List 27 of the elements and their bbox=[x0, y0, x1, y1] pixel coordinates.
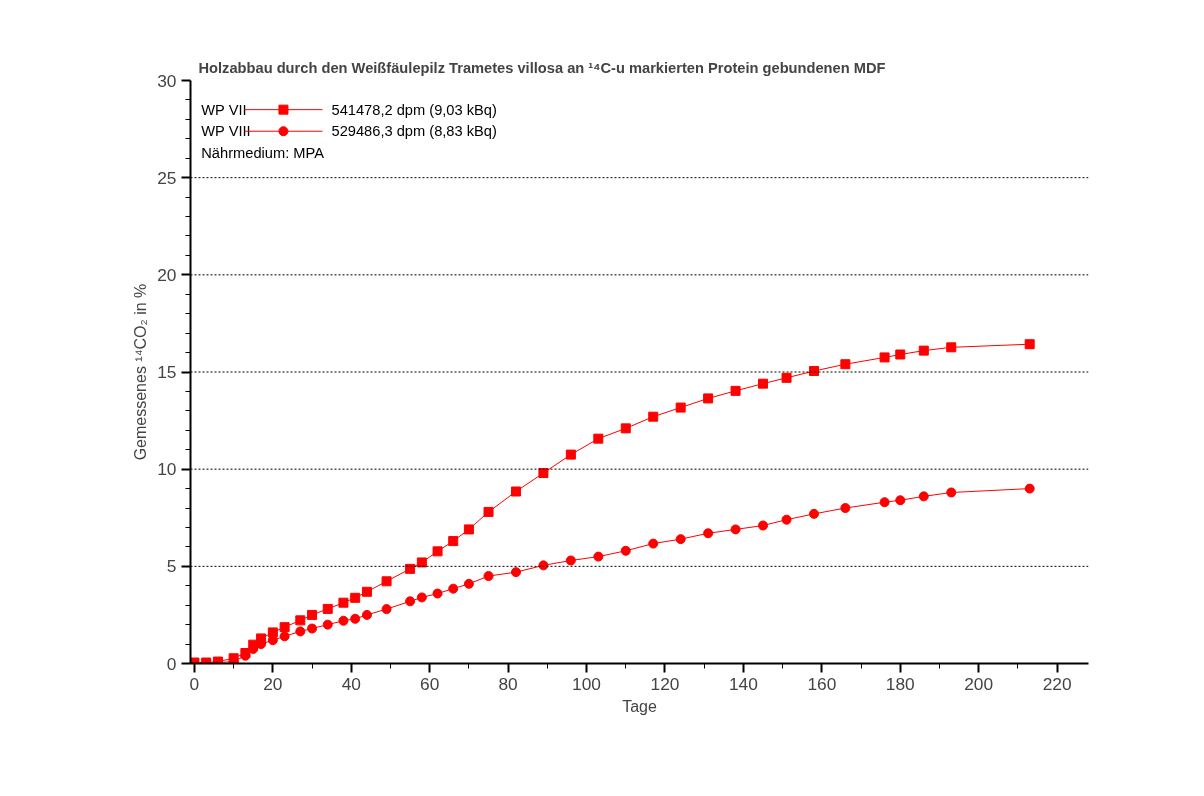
chart-title: Holzabbau durch den Weißfäulepilz Trametes villosa an ¹⁴C-u markierten Protein gebundenen MDF bbox=[198, 59, 886, 76]
x-tick-label: 20 bbox=[263, 673, 283, 694]
legend-label: WP VII bbox=[201, 101, 247, 118]
annotation: 541478,2 dpm (9,03 kBq) bbox=[331, 101, 497, 118]
x-tick-label: 0 bbox=[189, 673, 200, 694]
annotation: 529486,3 dpm (8,83 kBq) bbox=[331, 123, 497, 140]
x-tick-label: 220 bbox=[1042, 673, 1072, 694]
x-tick-label: 60 bbox=[420, 673, 440, 694]
x-tick-label: 140 bbox=[728, 673, 758, 694]
x-tick-label: 200 bbox=[964, 673, 994, 694]
x-axis-title: Tage bbox=[622, 697, 657, 715]
y-tick-label: 15 bbox=[157, 362, 177, 382]
x-tick-label: 40 bbox=[341, 673, 361, 694]
y-tick-label: 0 bbox=[166, 653, 177, 674]
x-tick-label: 160 bbox=[807, 673, 837, 694]
y-tick-label: 25 bbox=[157, 167, 177, 188]
y-tick-label: 5 bbox=[166, 556, 177, 577]
legend-label: WP VIII bbox=[201, 123, 251, 140]
x-tick-label: 100 bbox=[572, 673, 602, 694]
x-tick-label: 120 bbox=[650, 673, 680, 694]
y-tick-label: 30 bbox=[157, 70, 177, 91]
x-tick-label: 80 bbox=[498, 673, 518, 694]
y-tick-label: 10 bbox=[157, 459, 177, 480]
x-tick-label: 180 bbox=[885, 673, 915, 694]
y-tick-label: 20 bbox=[157, 264, 177, 285]
y-axis-title: Gemessenes ¹⁴CO₂ in % bbox=[132, 283, 150, 461]
annotation: Nährmedium: MPA bbox=[201, 144, 325, 161]
